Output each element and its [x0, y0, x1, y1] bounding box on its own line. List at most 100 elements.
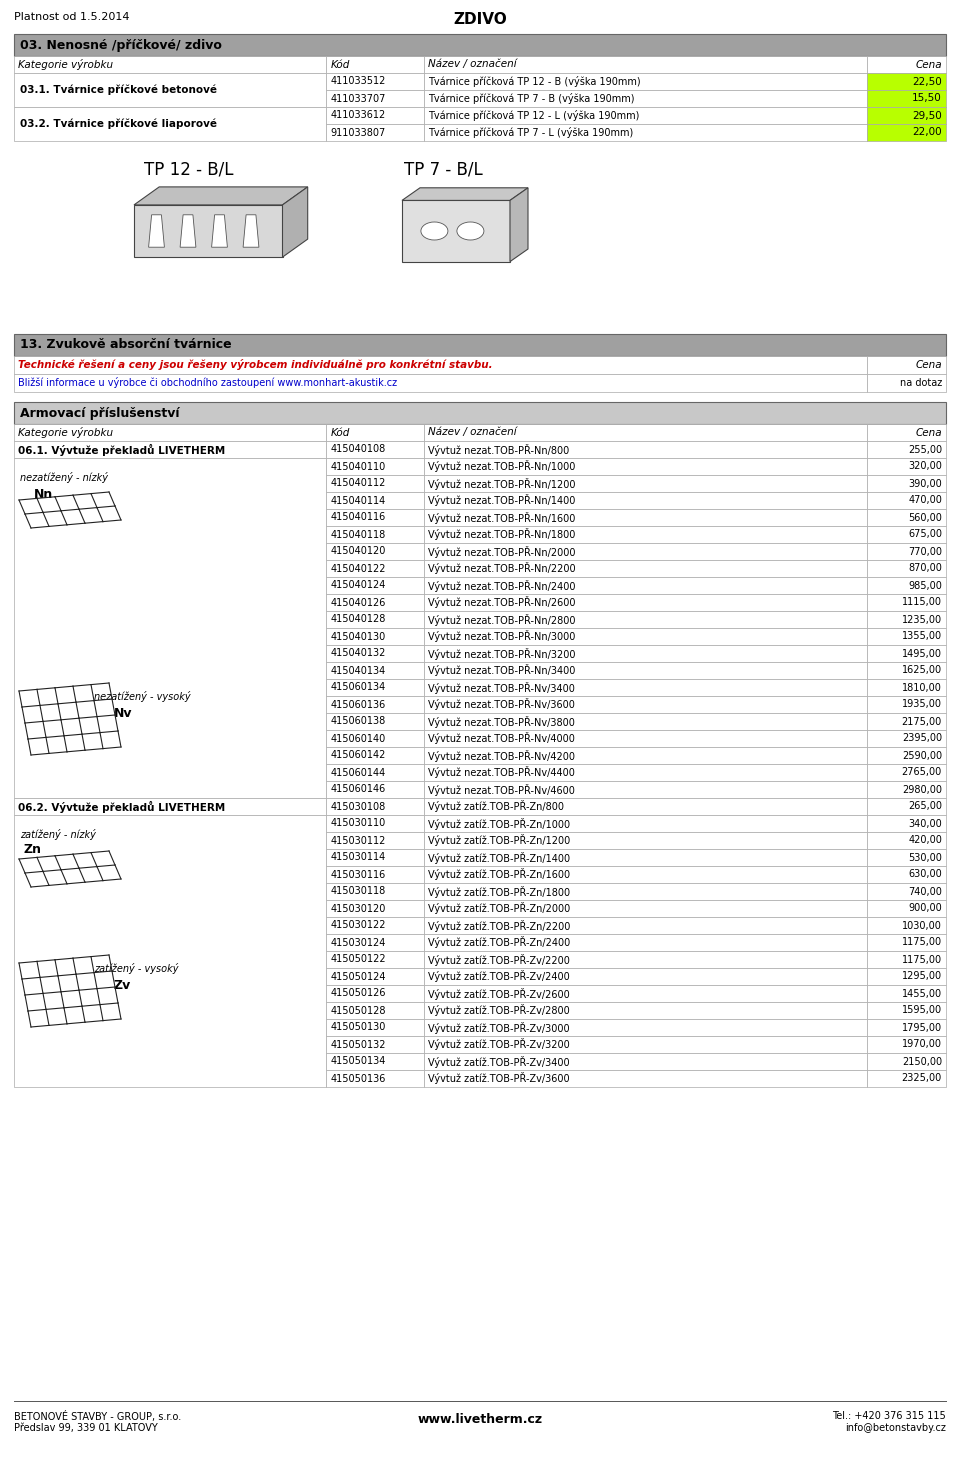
Bar	[14, 107, 326, 141]
Bar	[424, 815, 867, 833]
Bar	[424, 849, 867, 866]
Bar	[424, 866, 867, 883]
Text: 2150,00: 2150,00	[901, 1057, 942, 1066]
Bar	[424, 968, 867, 985]
Bar	[424, 985, 867, 1001]
Bar	[424, 509, 867, 526]
Text: 415050136: 415050136	[330, 1073, 386, 1083]
Bar	[867, 457, 946, 475]
Text: 415050132: 415050132	[330, 1039, 386, 1050]
Text: Kód: Kód	[330, 60, 349, 69]
Text: 2765,00: 2765,00	[901, 768, 942, 777]
Text: 415060138: 415060138	[330, 717, 386, 727]
Text: 03.2. Tvárnice příčkové liaporové: 03.2. Tvárnice příčkové liaporové	[20, 119, 217, 129]
Text: 06.1. Vývtuže překladů LIVETHERM: 06.1. Vývtuže překladů LIVETHERM	[18, 443, 226, 456]
Bar	[326, 1019, 424, 1036]
Bar	[867, 542, 946, 560]
Bar	[326, 475, 424, 493]
Text: 1625,00: 1625,00	[901, 666, 942, 676]
Text: 675,00: 675,00	[908, 529, 942, 539]
Bar	[326, 712, 424, 730]
Bar	[424, 107, 867, 125]
Bar	[867, 125, 946, 141]
Bar	[424, 560, 867, 578]
Text: Vývtuž zatíž.TOB-PŘ-Zv/3000: Vývtuž zatíž.TOB-PŘ-Zv/3000	[428, 1022, 569, 1034]
Polygon shape	[510, 188, 528, 261]
Text: 1935,00: 1935,00	[902, 699, 942, 710]
Bar	[326, 849, 424, 866]
Text: Tvárnice příčková TP 7 - B (výška 190mm): Tvárnice příčková TP 7 - B (výška 190mm)	[428, 92, 635, 104]
Bar	[326, 1053, 424, 1070]
Text: 470,00: 470,00	[908, 496, 942, 506]
Text: Bližší informace u výrobce či obchodního zastoupení www.monhart-akustik.cz: Bližší informace u výrobce či obchodního…	[18, 378, 397, 388]
Text: 415040128: 415040128	[330, 614, 386, 625]
Text: 415040116: 415040116	[330, 513, 386, 522]
Bar	[326, 833, 424, 849]
Text: Vývtuž nezat.TOB-PŘ-Nv/4600: Vývtuž nezat.TOB-PŘ-Nv/4600	[428, 783, 575, 796]
Text: Předslav 99, 339 01 KLATOVY: Předslav 99, 339 01 KLATOVY	[14, 1423, 157, 1432]
Bar	[326, 663, 424, 679]
Bar	[867, 849, 946, 866]
Text: 420,00: 420,00	[908, 836, 942, 846]
Text: BETONOVÉ STAVBY - GROUP, s.r.o.: BETONOVÉ STAVBY - GROUP, s.r.o.	[14, 1410, 181, 1422]
Text: 415050124: 415050124	[330, 972, 386, 982]
Text: 411033707: 411033707	[330, 94, 386, 104]
Text: 06.2. Vývtuže překladů LIVETHERM: 06.2. Vývtuže překladů LIVETHERM	[18, 800, 226, 812]
Bar	[14, 798, 326, 815]
Text: 911033807: 911033807	[330, 128, 386, 138]
Text: 415040108: 415040108	[330, 444, 386, 454]
Bar	[424, 441, 867, 457]
Polygon shape	[402, 188, 528, 201]
Text: 03.1. Tvárnice příčkové betonové: 03.1. Tvárnice příčkové betonové	[20, 85, 217, 95]
Text: 1235,00: 1235,00	[901, 614, 942, 625]
Text: 415060142: 415060142	[330, 751, 386, 761]
Bar	[326, 424, 424, 441]
Text: Vývtuž nezat.TOB-PŘ-Nv/3800: Vývtuž nezat.TOB-PŘ-Nv/3800	[428, 715, 575, 727]
Bar	[326, 493, 424, 509]
Bar	[867, 781, 946, 798]
Bar	[867, 900, 946, 918]
Text: 1115,00: 1115,00	[902, 598, 942, 607]
Text: Vývtuž zatíž.TOB-PŘ-Zn/2400: Vývtuž zatíž.TOB-PŘ-Zn/2400	[428, 937, 570, 949]
Bar	[867, 645, 946, 663]
Text: 415060146: 415060146	[330, 784, 386, 795]
Text: Kategorie výrobku: Kategorie výrobku	[18, 59, 113, 70]
Bar	[424, 833, 867, 849]
Bar	[326, 125, 424, 141]
Text: Vývtuž nezat.TOB-PŘ-Nn/1200: Vývtuž nezat.TOB-PŘ-Nn/1200	[428, 478, 576, 490]
Text: 415040120: 415040120	[330, 547, 386, 557]
Bar	[326, 696, 424, 712]
Text: Vývtuž nezat.TOB-PŘ-Nv/4000: Vývtuž nezat.TOB-PŘ-Nv/4000	[428, 733, 575, 745]
Text: Nv: Nv	[114, 707, 132, 720]
Bar	[867, 764, 946, 781]
Text: 03. Nenosné /příčkové/ zdivo: 03. Nenosné /příčkové/ zdivo	[20, 38, 222, 51]
Bar	[14, 457, 326, 798]
Bar	[867, 663, 946, 679]
Bar	[867, 374, 946, 391]
Bar	[867, 594, 946, 611]
Text: 415040114: 415040114	[330, 496, 386, 506]
Text: 415040126: 415040126	[330, 598, 386, 607]
Bar	[867, 56, 946, 73]
Bar	[424, 526, 867, 542]
Text: Cena: Cena	[916, 60, 942, 69]
Bar	[326, 934, 424, 951]
Bar	[424, 712, 867, 730]
Bar	[867, 611, 946, 627]
Text: Název / označení: Název / označení	[428, 428, 516, 437]
Text: 1795,00: 1795,00	[901, 1022, 942, 1032]
Bar	[14, 34, 946, 56]
Bar	[326, 1036, 424, 1053]
Bar	[867, 968, 946, 985]
Bar	[867, 107, 946, 125]
Bar	[14, 815, 326, 1086]
Text: 415060144: 415060144	[330, 768, 386, 777]
Bar	[326, 918, 424, 934]
Text: Vývtuž zatíž.TOB-PŘ-Zn/1000: Vývtuž zatíž.TOB-PŘ-Zn/1000	[428, 818, 570, 830]
Text: Kategorie výrobku: Kategorie výrobku	[18, 427, 113, 438]
Bar	[326, 968, 424, 985]
Text: Tvárnice příčková TP 12 - B (výška 190mm): Tvárnice příčková TP 12 - B (výška 190mm…	[428, 76, 640, 86]
Bar	[424, 475, 867, 493]
Text: 340,00: 340,00	[908, 818, 942, 828]
Bar	[867, 73, 946, 89]
